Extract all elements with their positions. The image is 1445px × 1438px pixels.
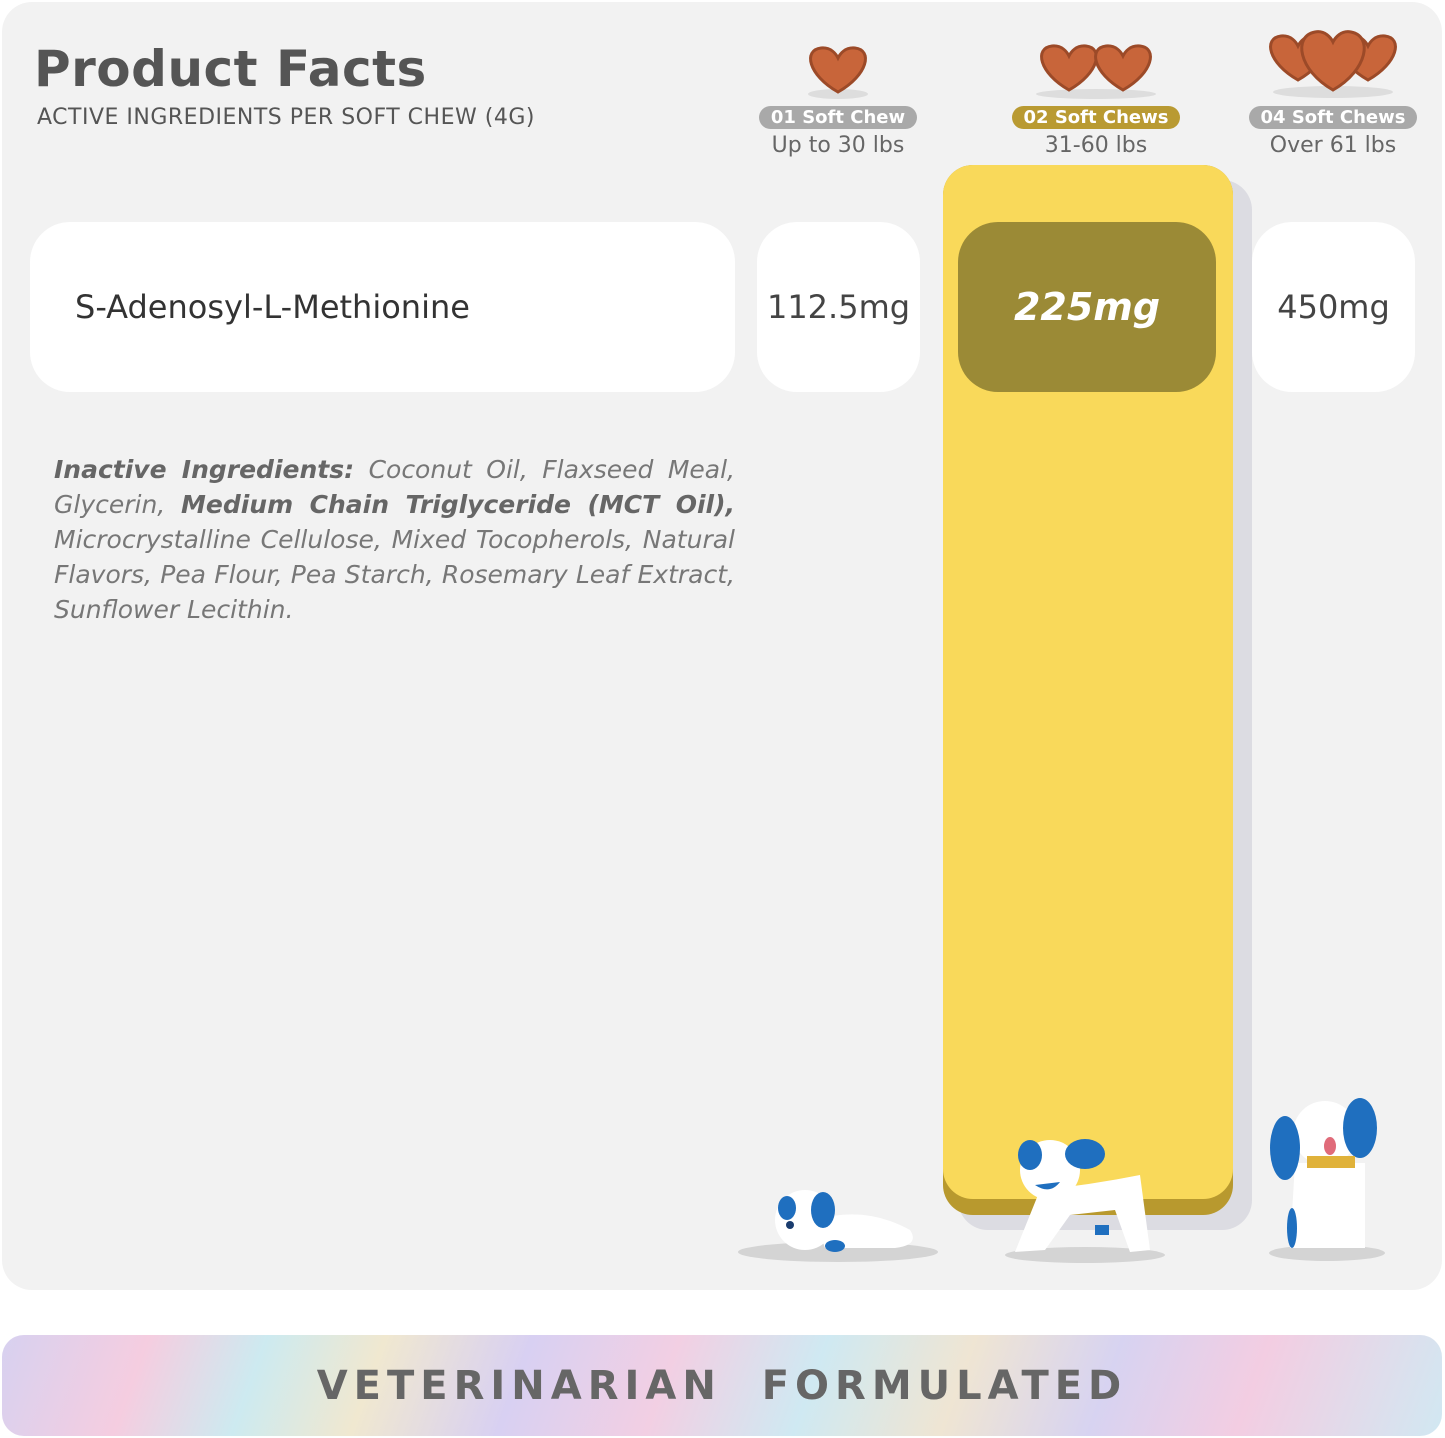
page-title: Product Facts [34,40,427,98]
banner-text: VETERINARIAN FORMULATED [316,1362,1128,1409]
chew-icon [976,20,1216,100]
chew-icon [718,20,958,100]
dosage-badge: 04 Soft Chews [1248,106,1418,129]
amount-2-chews: 225mg [958,222,1216,392]
page-subtitle: ACTIVE INGREDIENTS PER SOFT CHEW (4G) [37,105,535,130]
weight-range: Over 61 lbs [1269,133,1397,158]
ingredient-name: S-Adenosyl-L-Methionine [30,222,735,392]
dosage-badge: 01 Soft Chew [758,106,918,129]
weight-range: Up to 30 lbs [771,133,905,158]
sitting-puppy-icon [1269,1098,1385,1261]
dosage-column-1: 01 Soft Chew Up to 30 lbs [718,20,958,158]
inactive-ingredients: Inactive Ingredients: Coconut Oil, Flaxs… [54,455,736,624]
dosage-badge: 02 Soft Chews [1011,106,1181,129]
amount-4-chews: 450mg [1252,222,1415,392]
sleeping-puppy-icon [738,1190,938,1262]
veterinarian-formulated-banner: VETERINARIAN FORMULATED [2,1335,1442,1436]
chew-icon [1213,20,1445,100]
walking-puppy-icon [1005,1139,1165,1263]
inactive-label: Inactive Ingredients: [54,455,355,484]
weight-range: 31-60 lbs [1044,133,1148,158]
dosage-column-2: 02 Soft Chews 31-60 lbs [976,20,1216,158]
dosage-column-3: 04 Soft Chews Over 61 lbs [1213,20,1445,158]
amount-1-chew: 112.5mg [757,222,920,392]
